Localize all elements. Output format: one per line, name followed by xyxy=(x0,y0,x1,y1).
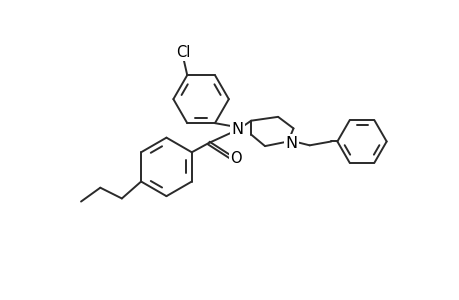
Text: Cl: Cl xyxy=(176,44,190,59)
Text: O: O xyxy=(230,151,241,166)
Text: N: N xyxy=(231,122,243,137)
Text: N: N xyxy=(285,136,297,151)
